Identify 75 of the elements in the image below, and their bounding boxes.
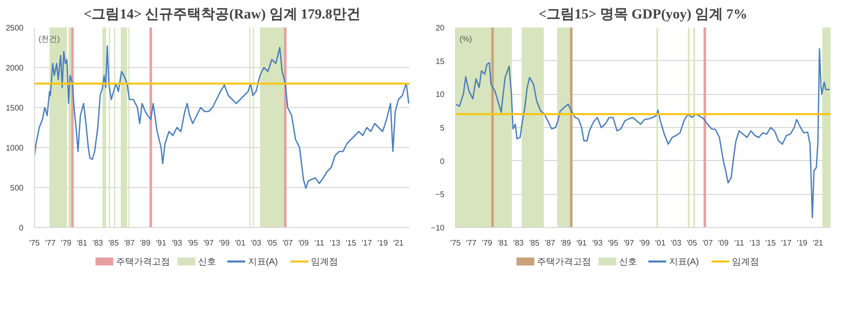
x-tick-label: '01	[655, 238, 666, 248]
x-tick-label: '83	[92, 238, 104, 248]
line-series	[34, 45, 410, 189]
legend-label: 신호	[618, 256, 637, 266]
x-tick-label: '13	[330, 238, 341, 248]
x-tick-label: '75	[450, 238, 462, 248]
y-tick-label: −10	[430, 224, 446, 232]
legend-label: 임계점	[311, 256, 338, 266]
x-tick-label: '07	[282, 238, 294, 248]
x-tick-label: '79	[482, 238, 493, 248]
x-tick-label: '15	[765, 238, 776, 248]
chart-title: <그림15> 명목 GDP(yoy) 임계 7%	[538, 8, 748, 22]
x-tick-label: '17	[362, 238, 373, 248]
x-tick-label: '21	[812, 238, 824, 248]
x-tick-label: '93	[592, 238, 604, 248]
x-tick-label: '15	[346, 238, 357, 248]
x-tick-label: '79	[60, 238, 72, 248]
legend-label: 주택가격고점	[537, 256, 591, 266]
x-tick-label: '83	[513, 238, 524, 248]
x-tick-label: '17	[781, 238, 792, 248]
y-tick-label: 1500	[6, 104, 24, 112]
x-tick-label: '89	[140, 238, 152, 248]
x-tick-label: '95	[188, 238, 198, 248]
x-tick-label: '01	[234, 238, 246, 248]
legend-label: 신호	[198, 256, 216, 266]
x-tick-label: '97	[203, 238, 214, 248]
line-series	[456, 48, 830, 218]
x-tick-label: '99	[639, 238, 650, 248]
y-tick-label: 0	[440, 156, 446, 166]
x-tick-label: '87	[124, 238, 136, 248]
x-tick-label: '85	[529, 238, 540, 248]
x-tick-label: '81	[76, 238, 88, 248]
x-tick-label: '91	[156, 238, 167, 248]
x-tick-label: '91	[576, 238, 588, 248]
x-tick-label: '93	[172, 238, 183, 248]
x-tick-label: '89	[560, 238, 572, 248]
y-tick-label: 5	[440, 124, 446, 132]
x-tick-label: '77	[466, 238, 478, 248]
x-tick-label: '07	[702, 238, 714, 248]
x-tick-label: '95	[608, 238, 619, 248]
legend-label: 주택가격고점	[116, 256, 170, 266]
y-tick-label: 1000	[6, 144, 24, 152]
y-axis-title: (천건)	[38, 34, 60, 44]
x-tick-label: '11	[734, 238, 745, 248]
y-axis-title: (%)	[460, 34, 472, 44]
chart-title: <그림14> 신규주택착공(Raw) 임계 179.8만건	[84, 8, 360, 22]
x-tick-label: '11	[314, 238, 325, 248]
y-tick-label: 10	[436, 90, 446, 100]
x-tick-label: '19	[377, 238, 388, 248]
x-tick-label: '05	[266, 238, 278, 248]
x-tick-label: '19	[796, 238, 808, 248]
x-tick-label: '09	[718, 238, 730, 248]
x-tick-label: '99	[219, 238, 230, 248]
legend-label: 지표(A)	[248, 256, 278, 266]
y-tick-label: 500	[10, 184, 24, 192]
legend-label: 임계점	[732, 256, 760, 266]
y-tick-label: 2000	[6, 64, 24, 72]
x-tick-label: '03	[670, 238, 682, 248]
x-tick-label: '81	[498, 238, 509, 248]
x-tick-label: '75	[29, 238, 40, 248]
x-tick-label: '09	[298, 238, 310, 248]
x-tick-label: '97	[624, 238, 635, 248]
x-tick-label: '13	[750, 238, 761, 248]
x-tick-label: '03	[250, 238, 262, 248]
legend-label: 지표(A)	[668, 256, 699, 266]
y-tick-label: −5	[435, 190, 446, 200]
x-tick-label: '87	[544, 238, 556, 248]
x-tick-label: '85	[108, 238, 120, 248]
y-tick-label: 15	[436, 56, 446, 66]
y-tick-label: 0	[19, 224, 24, 232]
y-tick-label: 2500	[6, 24, 24, 32]
y-tick-label: 20	[436, 24, 446, 32]
x-tick-label: '21	[393, 238, 404, 248]
x-tick-label: '77	[45, 238, 56, 248]
x-tick-label: '05	[686, 238, 698, 248]
